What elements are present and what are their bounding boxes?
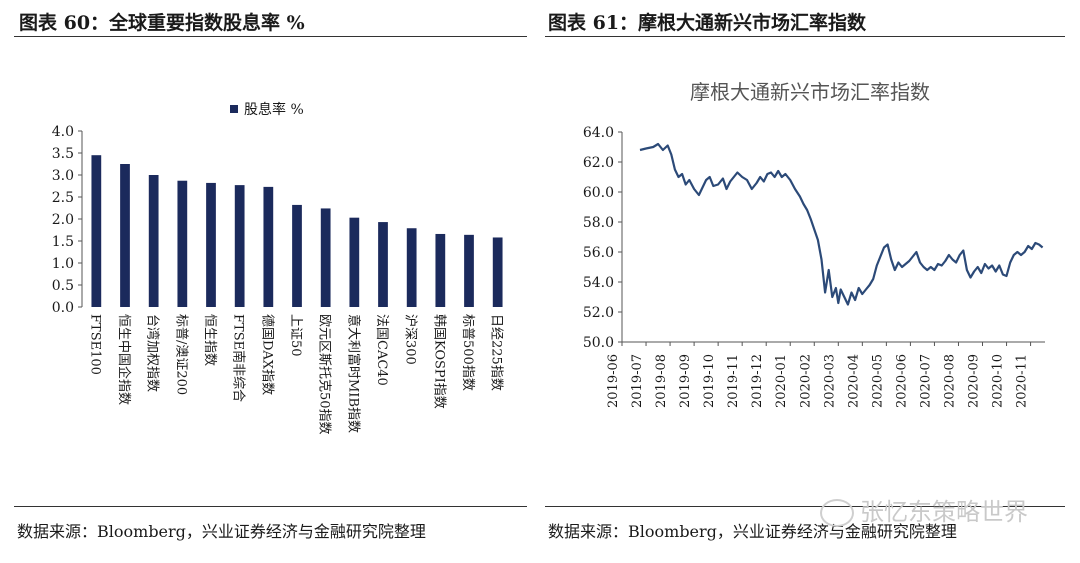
wechat-icon — [820, 499, 854, 527]
left-title-rule — [14, 36, 527, 37]
watermark: 张忆东策略世界 — [820, 492, 1028, 527]
left-figure-title: 图表 60：全球重要指数股息率 % — [19, 12, 305, 34]
x-tick-label: 2020-06 — [894, 354, 909, 408]
x-tick-label: 2020-02 — [798, 354, 813, 408]
category-label: 日经225指数 — [489, 314, 504, 391]
category-label: 韩国KOSPI指数 — [431, 314, 446, 409]
y-tick-label: 56.0 — [583, 245, 614, 261]
x-tick-label: 2020-03 — [822, 354, 837, 408]
x-tick-label: 2019-12 — [750, 354, 765, 408]
line-chart: 摩根大通新兴市场汇率指数 64.0 62.0 60.0 58.0 56.0 54.0 52.0… — [583, 80, 1045, 408]
bar — [464, 234, 474, 307]
legend-swatch — [230, 105, 238, 113]
category-label: FTSE南非综合 — [231, 314, 247, 402]
category-label: 恒生中国企指数 — [116, 314, 132, 405]
y-tick-label: 64.0 — [583, 125, 614, 141]
x-tick-label: 2019-07 — [630, 354, 645, 408]
y-tick-label: 60.0 — [583, 185, 614, 201]
y-tick-label: 52.0 — [583, 305, 614, 321]
y-tick-label: 0.5 — [52, 278, 74, 294]
x-tick-label: 2020-07 — [918, 354, 933, 408]
category-label: FTSE100 — [87, 314, 102, 375]
y-tick-label: 50.0 — [583, 335, 614, 351]
x-tick-label: 2020-05 — [870, 354, 885, 408]
x-tick-label: 2020-04 — [846, 354, 861, 408]
left-source-rule — [14, 506, 527, 507]
y-tick-label: 3.0 — [52, 168, 74, 184]
bar — [492, 237, 503, 307]
x-tick-label: 2019-10 — [702, 354, 717, 408]
bar — [320, 208, 331, 307]
y-tick-label: 54.0 — [583, 275, 614, 291]
x-tick-label: 2019-09 — [678, 354, 693, 408]
y-tick-label: 62.0 — [583, 155, 614, 171]
bar — [148, 175, 159, 307]
bar — [292, 204, 302, 307]
legend-label: 股息率 % — [244, 101, 304, 118]
bar — [406, 228, 417, 307]
bar — [435, 233, 446, 307]
bar — [91, 155, 102, 307]
x-tick-label: 2019-11 — [726, 354, 741, 408]
y-tick-label: 58.0 — [583, 215, 614, 231]
category-label: 沪深300 — [403, 314, 419, 365]
right-figure-title: 图表 61：摩根大通新兴市场汇率指数 — [548, 12, 867, 34]
y-tick-label: 3.5 — [52, 146, 74, 162]
watermark-text: 张忆东策略世界 — [860, 498, 1028, 526]
right-source: 数据来源：Bloomberg，兴业证券经济与金融研究院整理 — [548, 522, 957, 541]
right-source-rule — [545, 506, 1065, 507]
y-tick-label: 2.5 — [52, 190, 74, 206]
category-label: 恒生指数 — [202, 314, 217, 366]
x-tick-label: 2020-11 — [1015, 354, 1030, 408]
bar — [349, 217, 360, 307]
x-tick-label: 2020-10 — [991, 354, 1006, 408]
x-tick-label: 2020-01 — [774, 354, 789, 408]
x-tick-label: 2020-09 — [967, 354, 982, 408]
y-tick-label: 0.0 — [52, 300, 74, 316]
x-tick-label: 2020-08 — [942, 354, 957, 408]
right-title-rule — [545, 36, 1065, 37]
left-source: 数据来源：Bloomberg，兴业证券经济与金融研究院整理 — [17, 522, 426, 541]
y-tick-label: 1.5 — [52, 234, 74, 250]
category-label: 法国CAC40 — [374, 314, 389, 386]
category-label: 台湾加权指数 — [145, 314, 161, 392]
y-tick-label: 1.0 — [52, 256, 74, 272]
bar — [234, 185, 245, 307]
bar — [120, 164, 130, 307]
category-label: 欧元区斯托克50指数 — [317, 314, 332, 435]
category-label: 意大利富时MIB指数 — [345, 314, 361, 433]
x-tick-label: 2019-08 — [654, 354, 669, 408]
category-label: 标普/澳证200 — [173, 314, 189, 395]
category-label: 标普500指数 — [460, 314, 475, 391]
y-tick-label: 2.0 — [52, 212, 74, 228]
y-tick-label: 4.0 — [52, 124, 74, 140]
category-label: 上证50 — [288, 314, 303, 357]
x-tick-label: 2019-06 — [606, 354, 621, 408]
bar-chart: 股息率 % 4.0 3.5 3.0 2.5 2.0 1.5 1.0 0.5 0.0 FTSE100 恒… — [52, 101, 504, 435]
bar — [378, 222, 388, 307]
bar — [206, 182, 216, 307]
chart-title: 摩根大通新兴市场汇率指数 — [690, 80, 930, 104]
category-label: 德国DAX指数 — [259, 314, 274, 395]
series-line — [639, 142, 1044, 306]
bar — [263, 186, 274, 307]
bar — [177, 180, 188, 307]
